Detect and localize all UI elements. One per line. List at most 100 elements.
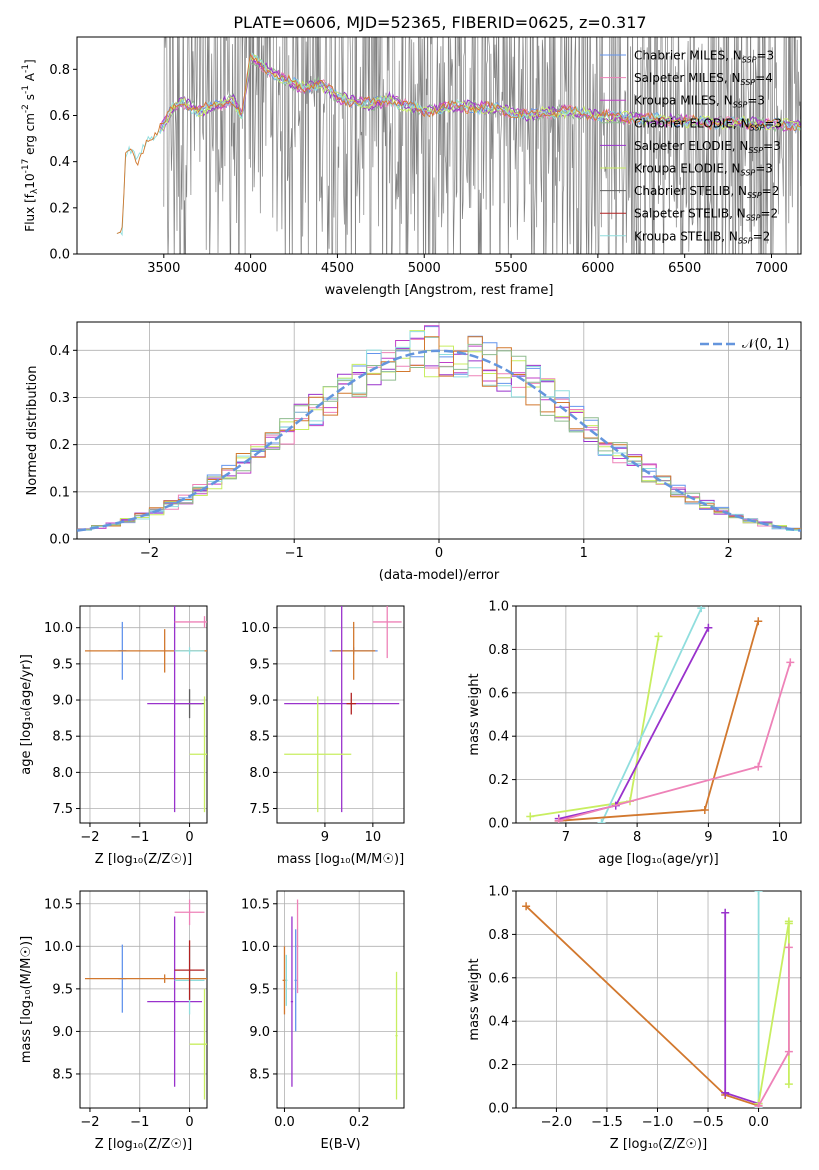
x-tick-label: 0 [185, 830, 193, 845]
x-tick-label: 5500 [495, 261, 528, 276]
y-tick-label: 0.2 [488, 773, 509, 788]
x-tick-label: 10 [771, 830, 788, 845]
massweight-vs-Z-axes: −2.0 −1.5 −1.0 −0.5 0.0 0.0 0.2 0.4 0.6 0.8 1.0 Z [… [467, 885, 802, 1152]
y-axis-label: mass weight [467, 958, 482, 1040]
y-tick-label: 0.6 [488, 686, 509, 701]
x-tick-label: 9 [321, 830, 329, 845]
x-tick-label: −2 [80, 830, 99, 845]
y-tick-label: 0.4 [488, 730, 509, 745]
y-tick-label: 0.2 [49, 201, 70, 216]
histogram-series [77, 343, 801, 530]
age-vs-Z-points [84, 606, 207, 813]
series-marker [704, 623, 713, 632]
y-axis-label: mass weight [467, 673, 482, 755]
series-marker [784, 1047, 793, 1056]
y-axis-label: mass [log₁₀(M/M☉)] [19, 936, 34, 1063]
series-marker [754, 762, 763, 771]
age-vs-mass-axes: 9 10 7.5 8.0 8.5 9.0 9.5 10.0 mass [log₁₀(M/M☉)] [241, 605, 405, 867]
series-marker [526, 812, 535, 821]
y-tick-label: 10.0 [44, 940, 73, 955]
legend-entry: Salpeter STELIB, NSSP=2 [634, 207, 778, 223]
y-tick-label: 9.0 [52, 694, 73, 709]
y-tick-label: 0.2 [49, 438, 70, 453]
x-axis-label: wavelength [Angstrom, rest frame] [325, 283, 554, 298]
y-tick-label: 9.5 [249, 657, 270, 672]
legend-entry: Chabrier STELIB, NSSP=2 [634, 184, 779, 200]
histogram-series [77, 337, 801, 530]
plot-frame [79, 605, 208, 824]
model-spectrum-line [159, 58, 801, 132]
y-tick-label: 0.4 [488, 1015, 509, 1030]
series-marker [786, 658, 795, 667]
series-marker [754, 891, 763, 895]
x-tick-label: −2 [80, 1115, 99, 1130]
series-marker [697, 606, 706, 613]
gaussian-curve [77, 349, 801, 532]
x-tick-label: 0.0 [748, 1115, 769, 1130]
x-tick-label: −1 [130, 1115, 149, 1130]
y-tick-label: 8.5 [52, 730, 73, 745]
legend-entry: Chabrier ELODIE, NSSP=3 [634, 116, 782, 132]
massweight-vs-Z-series [522, 891, 793, 1108]
series-marker [654, 632, 663, 641]
massweight-vs-age-series [526, 606, 795, 823]
x-tick-label: −0.5 [692, 1115, 724, 1130]
plot-frame [515, 890, 802, 1109]
x-axis-label: Z [log₁₀(Z/Z☉)] [95, 852, 192, 867]
x-tick-label: 0 [185, 1115, 193, 1130]
series-line [600, 607, 703, 823]
x-tick-label: −1.5 [591, 1115, 623, 1130]
y-tick-label: 0.1 [49, 485, 70, 500]
legend-entry: Chabrier MILES, NSSP=3 [634, 49, 774, 65]
series-line [558, 620, 760, 822]
x-axis-label: E(B-V) [320, 1137, 360, 1152]
x-tick-label: 4500 [321, 261, 354, 276]
y-tick-label: 9.5 [249, 982, 270, 997]
series-marker [700, 805, 709, 814]
plot-frame [76, 321, 802, 540]
series-marker [721, 1088, 730, 1097]
spectrum-legend: Chabrier MILES, NSSP=3 Salpeter MILES, NS… [600, 49, 782, 245]
x-tick-label: −2 [140, 546, 159, 561]
mass-vs-ebv-axes: 0.0 0.2 8.5 9.0 9.5 10.0 10.5 E(B-V) [241, 890, 405, 1152]
series-line [757, 921, 790, 1104]
mass-vs-Z-points [84, 899, 207, 1100]
legend-entry: Salpeter ELODIE, NSSP=3 [634, 139, 781, 155]
massweight-vs-age-axes: 7 8 9 10 0.0 0.2 0.4 0.6 0.8 1.0 age [log₁₀(age/yr… [467, 600, 802, 867]
age-vs-mass-points [284, 606, 402, 813]
x-tick-label: 5000 [408, 261, 441, 276]
plot-frame [276, 890, 405, 1109]
legend-entry: Kroupa STELIB, NSSP=2 [634, 229, 770, 245]
x-tick-label: 0.0 [274, 1115, 295, 1130]
plot-frame [76, 36, 802, 255]
figure-title: PLATE=0606, MJD=52365, FIBERID=0625, z=0… [233, 13, 646, 32]
y-tick-label: 0.8 [488, 928, 509, 943]
series-line [757, 947, 790, 1107]
y-tick-label: 7.5 [249, 802, 270, 817]
series-marker [784, 943, 793, 952]
x-tick-label: 4000 [234, 261, 267, 276]
y-tick-label: 0.6 [49, 109, 70, 124]
series-marker [784, 1080, 793, 1089]
y-tick-label: 0.3 [49, 391, 70, 406]
series-marker [754, 1101, 763, 1108]
legend-entry: Salpeter MILES, NSSP=4 [634, 71, 773, 87]
y-tick-label: 1.0 [488, 885, 509, 900]
x-tick-label: 6500 [668, 261, 701, 276]
x-tick-label: 9 [704, 830, 712, 845]
model-spectrum-line [116, 53, 801, 234]
y-tick-label: 0.8 [49, 63, 70, 78]
x-tick-label: −1 [130, 830, 149, 845]
x-axis-label: Z [log₁₀(Z/Z☉)] [95, 1137, 192, 1152]
y-tick-label: 8.0 [52, 766, 73, 781]
legend-entry: Kroupa ELODIE, NSSP=3 [634, 162, 773, 178]
series-line [558, 627, 710, 820]
y-axis-label: Normed distribution [25, 366, 40, 496]
y-tick-label: 0.4 [49, 155, 70, 170]
series-line [530, 636, 660, 818]
y-tick-label: 9.0 [249, 1025, 270, 1040]
x-axis-label: mass [log₁₀(M/M☉)] [277, 852, 404, 867]
series-marker [754, 617, 763, 626]
y-tick-label: 9.0 [52, 1025, 73, 1040]
